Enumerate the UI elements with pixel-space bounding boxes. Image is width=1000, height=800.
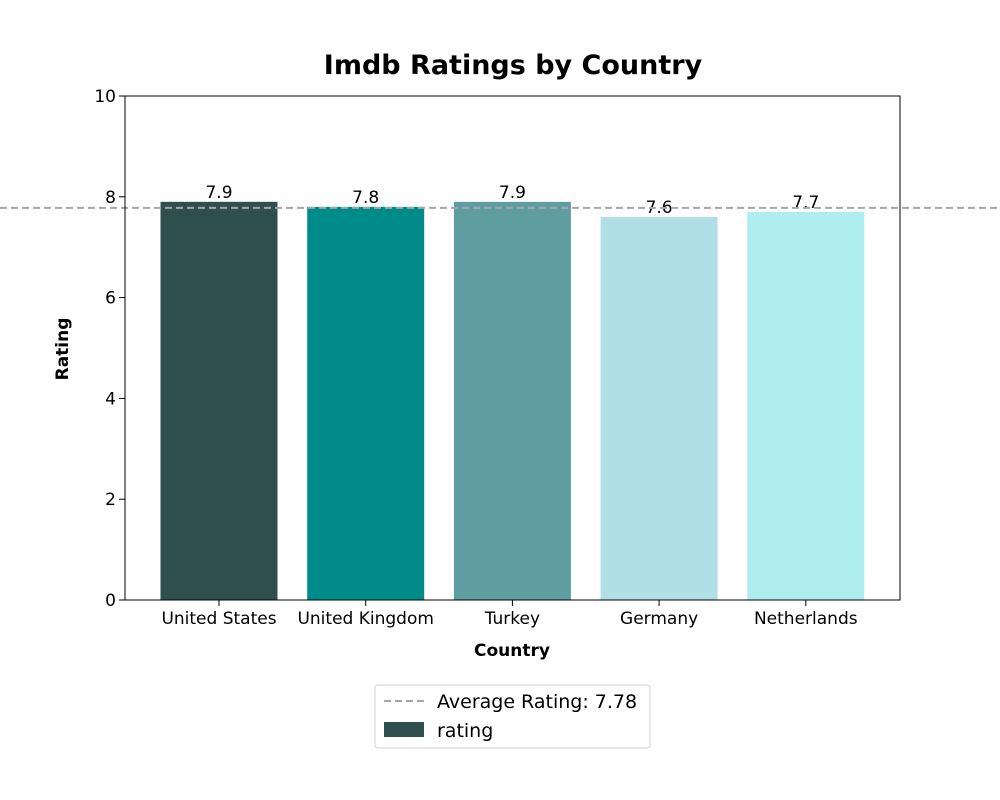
- x-tick-label: Germany: [620, 609, 698, 629]
- plot-area: 7.9 7.8 7.9 7.6 7.7: [0, 183, 1000, 601]
- data-label: 7.9: [499, 183, 526, 203]
- data-label: 7.9: [205, 183, 232, 203]
- data-label: 7.8: [352, 188, 379, 208]
- legend-average-label: Average Rating: 7.78: [437, 691, 637, 713]
- x-tick-label: Turkey: [484, 609, 540, 629]
- x-tick-label: United States: [161, 609, 276, 629]
- legend-box: [374, 684, 651, 749]
- y-axis-label: Rating: [53, 318, 73, 381]
- x-tick-label: United Kingdom: [297, 609, 433, 629]
- y-tick-label: 10: [94, 87, 116, 107]
- y-tick-label: 0: [105, 591, 116, 611]
- bar-turkey: [453, 201, 571, 600]
- y-tick-label: 8: [105, 188, 116, 208]
- bar-germany: [600, 216, 718, 600]
- legend-rating-label: rating: [437, 720, 493, 742]
- y-tick-label: 2: [105, 490, 116, 510]
- bar-netherlands: [747, 211, 865, 601]
- data-label: 7.6: [646, 198, 673, 218]
- x-tick-label: Netherlands: [754, 609, 858, 629]
- data-label: 7.7: [792, 193, 819, 213]
- y-axis: 0 2 4 6 8 10: [94, 87, 125, 611]
- bar-united-states: [160, 201, 278, 600]
- y-tick-label: 6: [105, 289, 116, 309]
- chart-title: Imdb Ratings by Country: [324, 50, 703, 81]
- x-axis: United States United Kingdom Turkey Germany…: [161, 600, 858, 629]
- bar-united-kingdom: [307, 206, 425, 600]
- y-tick-label: 4: [105, 389, 116, 409]
- x-axis-label: Country: [474, 641, 550, 661]
- legend: Average Rating: 7.78 rating: [374, 684, 651, 749]
- legend-rating-swatch: [384, 722, 424, 737]
